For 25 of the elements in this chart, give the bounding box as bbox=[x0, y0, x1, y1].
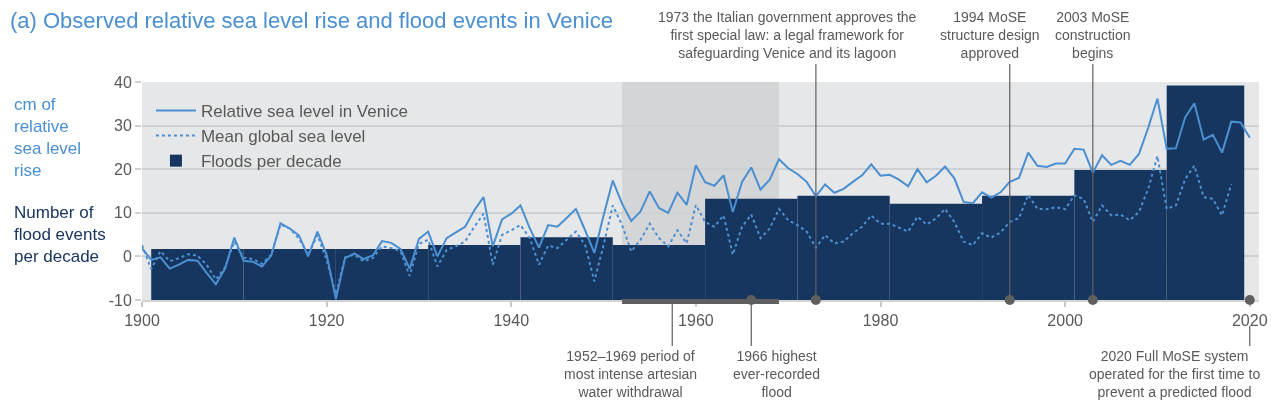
y-tick-label: 0 bbox=[122, 248, 132, 265]
y-tick-label: 10 bbox=[114, 204, 132, 222]
y-tick-label: 20 bbox=[114, 160, 132, 178]
y-tick-label: 30 bbox=[114, 117, 132, 135]
y-tick-label: -10 bbox=[108, 291, 132, 309]
x-tick-label: 1900 bbox=[124, 312, 160, 330]
legend-label: Relative sea level in Venice bbox=[200, 102, 408, 122]
y-axis-title: cm of relative sea level rise bbox=[14, 95, 82, 181]
y-tick-label: 40 bbox=[114, 73, 132, 91]
ref-line-label: 2003 MoSE construction begins bbox=[1055, 9, 1131, 62]
x-tick-label: 1920 bbox=[308, 312, 345, 330]
ref-line-label: 2020 Full MoSE system operated for the first time to prevent a predicted flood bbox=[1089, 348, 1261, 401]
ref-line-label: 1994 MoSE structure design approved bbox=[940, 9, 1040, 62]
legend-label: Mean global sea level bbox=[200, 127, 366, 147]
x-tick-label: 2000 bbox=[1047, 312, 1084, 330]
x-tick-label: 1960 bbox=[678, 312, 714, 330]
x-tick-label: 2020 bbox=[1231, 312, 1268, 330]
chart-title: (a) Observed relative sea level rise and flood events in Venice bbox=[10, 7, 613, 33]
x-tick-label: 1980 bbox=[862, 312, 899, 330]
x-tick-label: 1940 bbox=[493, 312, 530, 330]
ref-line-label: 1973 the Italian government approves the first special law: a legal framework for safeguarding Venice and its lagoon bbox=[658, 9, 917, 62]
band-label: 1952–1969 period of most intense artesian water withdrawal bbox=[564, 348, 698, 401]
legend-label: Floods per decade bbox=[200, 152, 342, 172]
text: Number of flood events per decade bbox=[14, 203, 106, 267]
ref-line-label: 1966 highest ever-recorded flood bbox=[733, 348, 821, 401]
